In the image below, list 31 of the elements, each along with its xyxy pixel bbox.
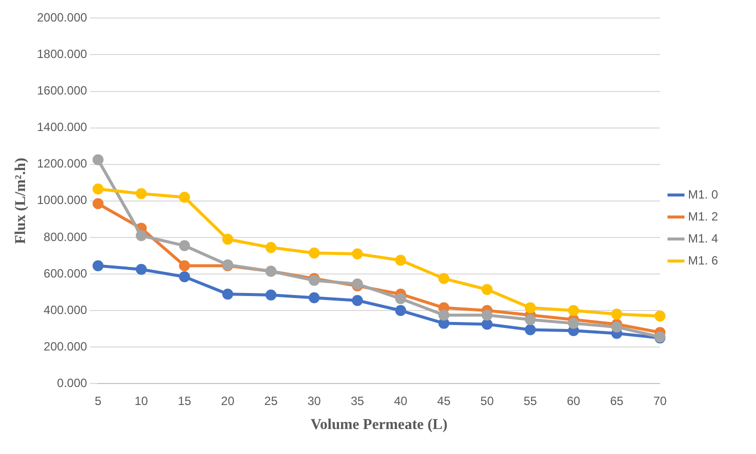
- legend-label: M1. 6: [688, 253, 718, 268]
- y-tick-label: 400.000: [44, 302, 88, 317]
- x-tick-label: 45: [437, 394, 451, 408]
- y-tick-label: 200.000: [44, 339, 88, 354]
- x-tick-label: 60: [566, 394, 581, 408]
- legend-label: M1. 2: [688, 209, 718, 224]
- y-tick-label: 1200.000: [36, 156, 88, 171]
- x-tick-label: 20: [221, 394, 235, 408]
- y-tick-label: 1800.000: [36, 47, 88, 62]
- y-tick-label: 1000.000: [36, 193, 88, 208]
- x-tick-label: 70: [653, 394, 667, 408]
- x-tick-label: 55: [524, 394, 538, 408]
- y-tick-label: 1600.000: [36, 84, 88, 98]
- x-tick-label: 40: [394, 394, 408, 408]
- y-tick-label: 0.000: [57, 376, 88, 390]
- y-tick-label: 800.000: [44, 230, 88, 244]
- x-tick-label: 35: [350, 394, 364, 408]
- x-tick-label: 25: [264, 394, 278, 408]
- legend-label: M1. 0: [688, 187, 718, 202]
- x-tick-label: 50: [480, 394, 494, 408]
- y-axis-title: Flux (L/m².h): [12, 158, 29, 244]
- y-tick-label: 1400.000: [36, 120, 88, 134]
- y-tick-label: 600.000: [44, 266, 88, 280]
- legend-label: M1. 4: [688, 231, 718, 246]
- x-tick-label: 5: [94, 394, 102, 408]
- x-tick-label: 10: [134, 394, 148, 408]
- x-axis-title: Volume Permeate (L): [310, 416, 448, 433]
- x-tick-label: 15: [178, 394, 192, 408]
- x-tick-label: 30: [308, 394, 322, 408]
- y-tick-label: 2000.000: [36, 10, 88, 25]
- x-tick-label: 65: [610, 394, 624, 408]
